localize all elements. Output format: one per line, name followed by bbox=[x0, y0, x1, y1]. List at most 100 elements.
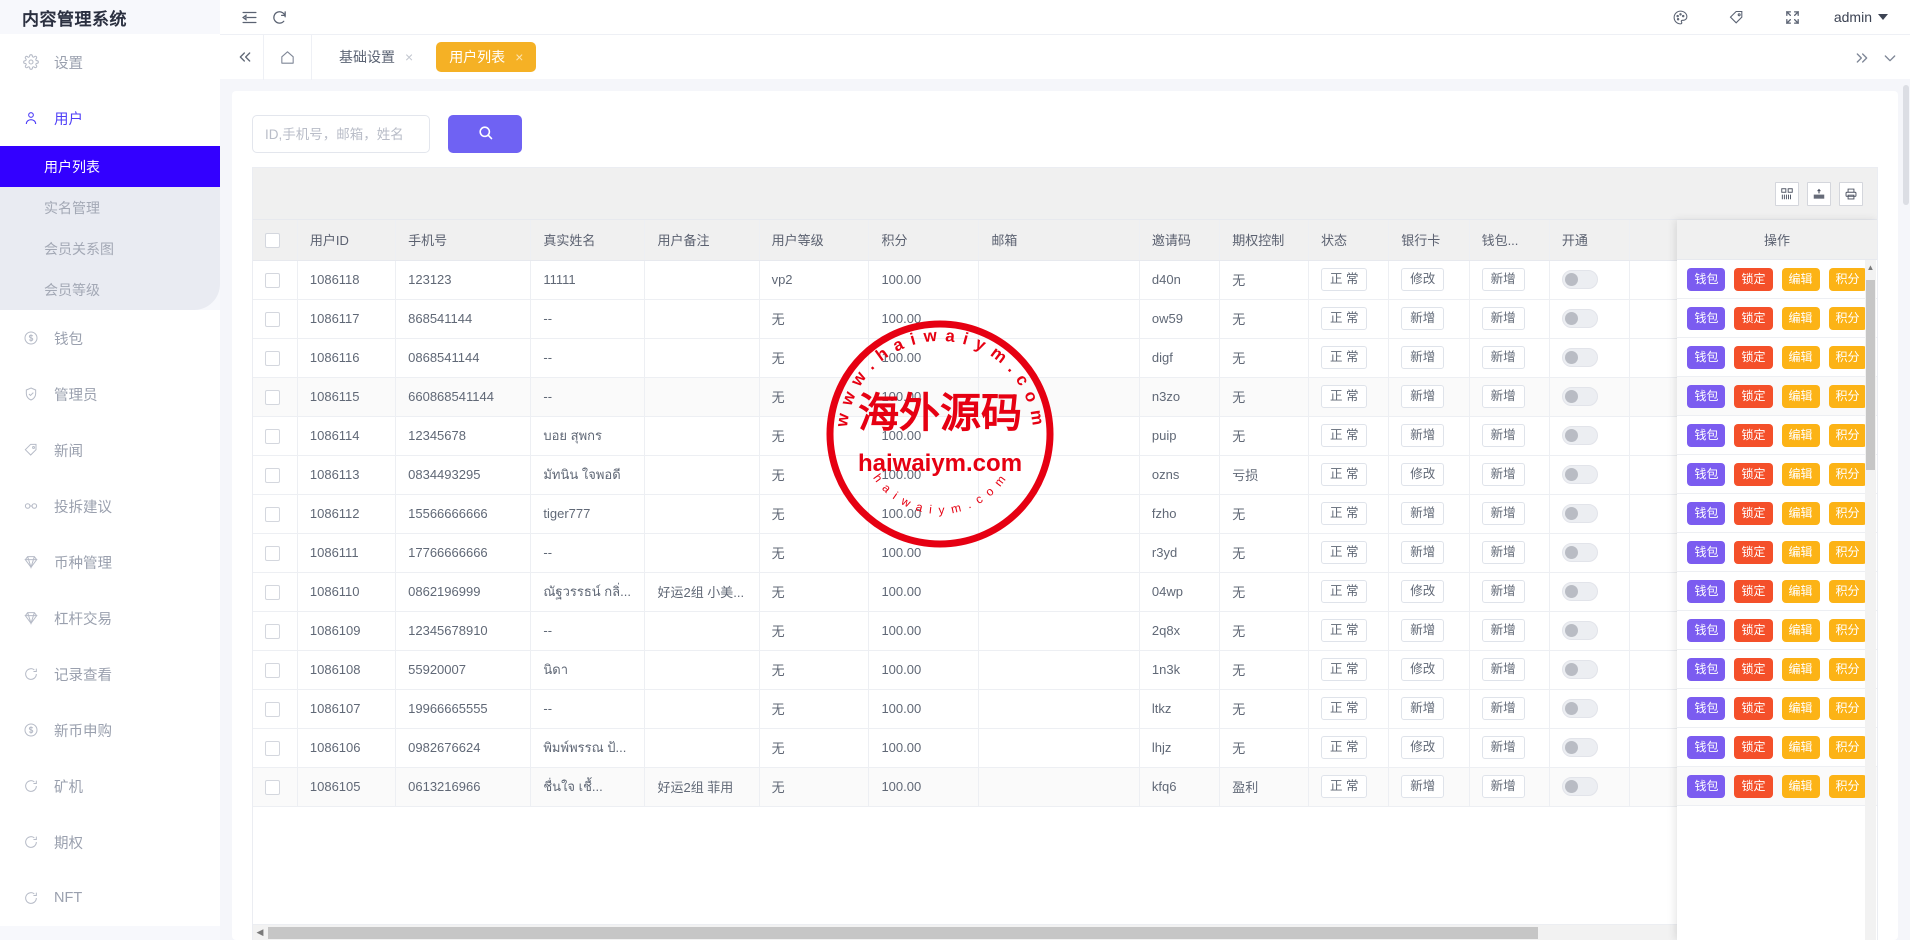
open-toggle[interactable] bbox=[1561, 270, 1598, 289]
open-toggle[interactable] bbox=[1561, 387, 1598, 406]
table-row[interactable]: 1086111 17766666666 -- 无 100.00 r3yd 无正 常新增 新增 bbox=[253, 533, 1877, 573]
action-wallet-button[interactable]: 钱包 bbox=[1687, 735, 1726, 759]
fullscreen-icon[interactable] bbox=[1778, 2, 1808, 32]
wallet-pill[interactable]: 新增 bbox=[1481, 696, 1525, 721]
wallet-pill[interactable]: 新增 bbox=[1481, 735, 1525, 760]
action-score-button[interactable]: 积分 bbox=[1828, 462, 1867, 486]
double-chevron-right-icon[interactable] bbox=[1854, 50, 1870, 66]
table-horizontal-scrollbar[interactable]: ◀ ▶ bbox=[253, 924, 1877, 940]
wallet-pill[interactable]: 新增 bbox=[1481, 540, 1525, 565]
open-toggle[interactable] bbox=[1561, 426, 1598, 445]
sidebar-item-miner[interactable]: 矿机 bbox=[0, 758, 220, 814]
action-lock-button[interactable]: 锁定 bbox=[1734, 501, 1773, 525]
action-score-button[interactable]: 积分 bbox=[1828, 345, 1867, 369]
action-score-button[interactable]: 积分 bbox=[1828, 540, 1867, 564]
table-row[interactable]: 1086105 0613216966 ชื่นใจ เชื้... 好运2组 菲用无 1… bbox=[253, 767, 1877, 807]
wallet-pill[interactable]: 新增 bbox=[1481, 618, 1525, 643]
action-edit-button[interactable]: 编辑 bbox=[1781, 735, 1820, 759]
table-row[interactable]: 1086116 0868541144 -- 无 100.00 digf 无正 常新增 新增 bbox=[253, 338, 1877, 378]
status-pill[interactable]: 正 常 bbox=[1320, 345, 1368, 370]
wallet-pill[interactable]: 新增 bbox=[1481, 345, 1525, 370]
home-icon[interactable] bbox=[264, 34, 312, 80]
sidebar-item-news[interactable]: 新闻 bbox=[0, 422, 220, 478]
status-pill[interactable]: 正 常 bbox=[1320, 462, 1368, 487]
action-lock-button[interactable]: 锁定 bbox=[1734, 735, 1773, 759]
table-row[interactable]: 1086110 0862196999 ณัฐวรรธน์ กลิ่... 好运2组 小… bbox=[253, 572, 1877, 612]
action-wallet-button[interactable]: 钱包 bbox=[1687, 774, 1726, 798]
bankcard-pill[interactable]: 新增 bbox=[1401, 345, 1445, 370]
bankcard-pill[interactable]: 修改 bbox=[1401, 267, 1445, 292]
bankcard-pill[interactable]: 修改 bbox=[1401, 462, 1445, 487]
row-checkbox[interactable] bbox=[265, 740, 280, 756]
action-edit-button[interactable]: 编辑 bbox=[1781, 501, 1820, 525]
row-checkbox[interactable] bbox=[265, 584, 280, 600]
action-lock-button[interactable]: 锁定 bbox=[1734, 267, 1773, 291]
bankcard-pill[interactable]: 新增 bbox=[1401, 774, 1445, 799]
status-pill[interactable]: 正 常 bbox=[1320, 501, 1368, 526]
wallet-pill[interactable]: 新增 bbox=[1481, 501, 1525, 526]
action-score-button[interactable]: 积分 bbox=[1828, 501, 1867, 525]
action-wallet-button[interactable]: 钱包 bbox=[1687, 345, 1726, 369]
sidebar-item-new-coin[interactable]: 新币申购 bbox=[0, 702, 220, 758]
table-row[interactable]: 1086106 0982676624 พิมพ์พรรณ ป้... 无 100.00 l… bbox=[253, 728, 1877, 768]
table-scroll[interactable]: 用户ID 手机号 真实姓名 用户备注 用户等级 积分 邮箱 邀请码 期权控制 状态 银行卡 钱包...… bbox=[253, 220, 1877, 940]
action-score-button[interactable]: 积分 bbox=[1828, 774, 1867, 798]
table-row[interactable]: 1086114 12345678 บอย สุพกร无 100.00 puip 无正 常新… bbox=[253, 416, 1877, 456]
action-edit-button[interactable]: 编辑 bbox=[1781, 579, 1820, 603]
open-toggle[interactable] bbox=[1561, 738, 1598, 757]
select-all-checkbox[interactable] bbox=[265, 232, 280, 248]
action-score-button[interactable]: 积分 bbox=[1828, 657, 1867, 681]
tab-user-list[interactable]: 用户列表 × bbox=[436, 42, 537, 72]
action-edit-button[interactable]: 编辑 bbox=[1781, 423, 1820, 447]
action-edit-button[interactable]: 编辑 bbox=[1781, 774, 1820, 798]
sidebar-item-leverage[interactable]: 杠杆交易 bbox=[0, 590, 220, 646]
sidebar-item-complaints[interactable]: 投拆建议 bbox=[0, 478, 220, 534]
action-wallet-button[interactable]: 钱包 bbox=[1687, 306, 1726, 330]
action-score-button[interactable]: 积分 bbox=[1828, 267, 1867, 291]
table-row[interactable]: 1086107 19966665555 -- 无 100.00 ltkz 无正 常新增 新增 bbox=[253, 689, 1877, 729]
row-checkbox[interactable] bbox=[265, 467, 280, 483]
action-edit-button[interactable]: 编辑 bbox=[1781, 540, 1820, 564]
action-score-button[interactable]: 积分 bbox=[1828, 696, 1867, 720]
open-toggle[interactable] bbox=[1561, 309, 1598, 328]
open-toggle[interactable] bbox=[1561, 543, 1598, 562]
action-lock-button[interactable]: 锁定 bbox=[1734, 345, 1773, 369]
refresh-icon[interactable] bbox=[264, 2, 294, 32]
action-wallet-button[interactable]: 钱包 bbox=[1687, 267, 1726, 291]
action-lock-button[interactable]: 锁定 bbox=[1734, 774, 1773, 798]
action-lock-button[interactable]: 锁定 bbox=[1734, 423, 1773, 447]
action-lock-button[interactable]: 锁定 bbox=[1734, 579, 1773, 603]
bankcard-pill[interactable]: 新增 bbox=[1401, 384, 1445, 409]
table-row[interactable]: 1086108 55920007 นิดา无 100.00 1n3k 无正 常修改 新增 bbox=[253, 650, 1877, 690]
open-toggle[interactable] bbox=[1561, 660, 1598, 679]
bankcard-pill[interactable]: 新增 bbox=[1401, 423, 1445, 448]
action-wallet-button[interactable]: 钱包 bbox=[1687, 423, 1726, 447]
status-pill[interactable]: 正 常 bbox=[1320, 618, 1368, 643]
sidebar-item-settings[interactable]: 设置 bbox=[0, 34, 220, 90]
status-pill[interactable]: 正 常 bbox=[1320, 540, 1368, 565]
action-lock-button[interactable]: 锁定 bbox=[1734, 306, 1773, 330]
palette-icon[interactable] bbox=[1666, 2, 1696, 32]
sidebar-item-member-level[interactable]: 会员等级 bbox=[0, 269, 220, 310]
action-wallet-button[interactable]: 钱包 bbox=[1687, 579, 1726, 603]
table-row[interactable]: 1086117 868541144 -- 无 100.00 ow59 无正 常新增 新增 bbox=[253, 299, 1877, 339]
sidebar-item-users[interactable]: 用户 bbox=[0, 90, 220, 146]
table-vertical-scrollbar[interactable]: ▲ bbox=[1865, 260, 1876, 940]
row-checkbox[interactable] bbox=[265, 428, 280, 444]
action-edit-button[interactable]: 编辑 bbox=[1781, 696, 1820, 720]
action-edit-button[interactable]: 编辑 bbox=[1781, 267, 1820, 291]
row-checkbox[interactable] bbox=[265, 311, 280, 327]
row-checkbox[interactable] bbox=[265, 623, 280, 639]
close-icon[interactable]: × bbox=[515, 49, 524, 65]
chevron-down-icon[interactable] bbox=[1882, 50, 1898, 66]
bankcard-pill[interactable]: 修改 bbox=[1401, 579, 1445, 604]
open-toggle[interactable] bbox=[1561, 621, 1598, 640]
status-pill[interactable]: 正 常 bbox=[1320, 696, 1368, 721]
action-score-button[interactable]: 积分 bbox=[1828, 423, 1867, 447]
sidebar-item-member-graph[interactable]: 会员关系图 bbox=[0, 228, 220, 269]
action-edit-button[interactable]: 编辑 bbox=[1781, 306, 1820, 330]
row-checkbox[interactable] bbox=[265, 506, 280, 522]
row-checkbox[interactable] bbox=[265, 545, 280, 561]
wallet-pill[interactable]: 新增 bbox=[1481, 579, 1525, 604]
wallet-pill[interactable]: 新增 bbox=[1481, 423, 1525, 448]
